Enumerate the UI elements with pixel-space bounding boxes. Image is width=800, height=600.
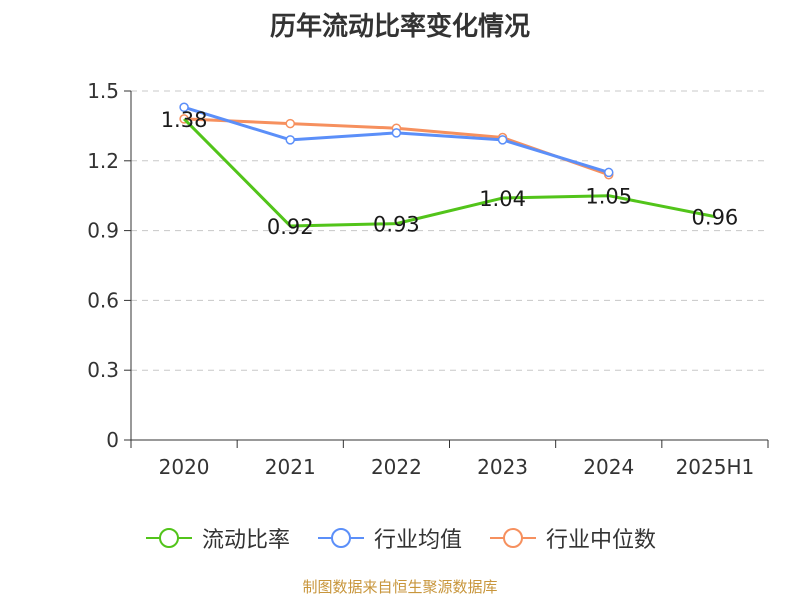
data-label: 1.05 bbox=[585, 185, 632, 209]
legend-label: 流动比率 bbox=[201, 528, 290, 553]
axes: 0 0.3 0.6 0.9 1.2 1.5 2020 2021 2022 2023 2024 2025… bbox=[87, 79, 769, 479]
legend-item[interactable]: 行业中位数 bbox=[488, 522, 656, 554]
series-line bbox=[183, 117, 716, 228]
y-tick-label: 1.5 bbox=[87, 79, 119, 103]
y-tick-label: 0 bbox=[106, 428, 119, 452]
series-point bbox=[285, 118, 295, 129]
x-tick-label: 2025H1 bbox=[676, 455, 755, 479]
y-tick-label: 0.6 bbox=[87, 288, 119, 312]
legend-swatch-icon bbox=[490, 528, 536, 548]
x-tick-label: 2023 bbox=[477, 455, 528, 479]
series-point bbox=[604, 167, 614, 178]
series-point bbox=[391, 128, 402, 138]
legend-label: 行业均值 bbox=[373, 528, 462, 553]
data-label: 1.04 bbox=[479, 187, 526, 211]
x-tick-label: 2020 bbox=[159, 455, 210, 479]
grid-lines bbox=[131, 90, 768, 371]
data-label: 0.93 bbox=[373, 213, 420, 237]
series-point bbox=[497, 135, 508, 145]
legend-item[interactable]: 行业均值 bbox=[316, 522, 462, 554]
legend-label: 行业中位数 bbox=[546, 528, 657, 553]
y-tick-label: 1.2 bbox=[87, 149, 119, 173]
legend-item[interactable]: 流动比率 bbox=[144, 522, 290, 554]
legend-swatch-icon bbox=[317, 528, 364, 548]
data-labels: 1.38 0.92 0.93 1.04 1.05 0.96 bbox=[161, 108, 739, 239]
source-note: 制图数据来自恒生聚源数据库 bbox=[302, 578, 498, 596]
series-point bbox=[285, 135, 295, 145]
data-label: 0.92 bbox=[267, 215, 314, 239]
data-label: 1.38 bbox=[161, 108, 208, 132]
x-tick-label: 2022 bbox=[371, 455, 422, 479]
y-tick-label: 0.9 bbox=[87, 219, 119, 243]
legend-swatch-icon bbox=[145, 528, 192, 548]
x-tick-label: 2024 bbox=[583, 455, 634, 479]
data-label: 0.96 bbox=[692, 206, 739, 230]
legend: 流动比率 行业均值 行业中位数 bbox=[0, 520, 800, 556]
series-lines bbox=[179, 102, 716, 228]
y-tick-label: 0.3 bbox=[87, 358, 119, 382]
series-line bbox=[183, 105, 610, 174]
x-tick-label: 2021 bbox=[265, 455, 316, 479]
chart-title: 历年流动比率变化情况 bbox=[269, 12, 530, 42]
series-point bbox=[179, 102, 189, 113]
